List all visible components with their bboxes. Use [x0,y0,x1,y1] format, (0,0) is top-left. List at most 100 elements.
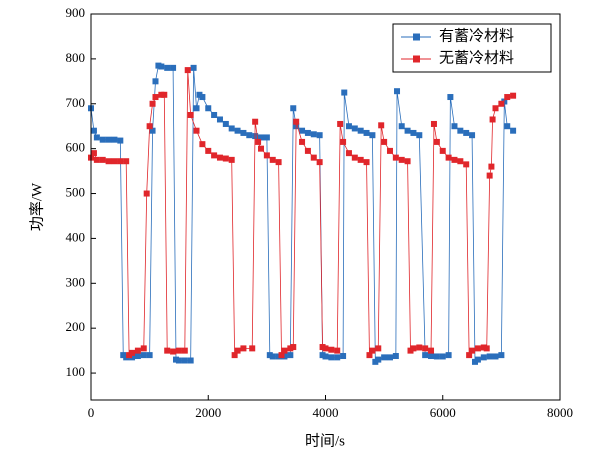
marker [175,347,182,354]
marker [149,127,156,134]
marker [222,120,229,127]
marker [199,141,206,148]
marker [249,345,256,352]
marker [293,118,300,125]
marker [152,94,159,101]
marker [140,352,147,359]
marker [474,345,481,352]
marker [111,136,118,143]
marker [386,354,393,361]
legend-marker [413,33,420,41]
marker [193,105,200,112]
marker [140,345,147,352]
marker [451,123,458,130]
marker [117,137,124,144]
marker [299,138,306,145]
marker [463,161,470,168]
marker [345,150,352,157]
marker [422,345,429,352]
marker [258,145,265,152]
marker [457,127,464,134]
x-tick-label: 4000 [313,405,339,420]
marker [290,344,297,351]
y-tick-label: 800 [66,50,86,65]
marker [337,120,344,127]
marker [445,154,452,161]
marker [398,123,405,130]
marker [430,120,437,127]
x-tick-label: 6000 [430,405,456,420]
marker [341,89,348,96]
marker [228,156,235,163]
marker [240,345,247,352]
y-tick-label: 200 [66,319,86,334]
marker [164,347,171,354]
marker [184,67,191,74]
marker [504,94,511,101]
marker [187,357,194,364]
marker [181,347,188,354]
marker [269,156,276,163]
marker [146,352,153,359]
marker [205,147,212,154]
marker [263,134,270,141]
marker [299,127,306,134]
x-tick-label: 2000 [195,405,221,420]
marker [278,352,285,359]
legend-box [392,23,552,73]
marker [463,129,470,136]
marker [258,134,265,141]
y-tick-label: 100 [66,364,86,379]
marker [351,154,358,161]
marker [398,156,405,163]
marker [275,159,282,166]
marker [363,129,370,136]
marker [252,118,259,125]
marker [328,354,335,361]
y-tick-label: 400 [66,229,86,244]
marker [404,127,411,134]
marker [152,78,159,85]
marker [428,347,435,354]
marker [445,352,452,359]
marker [205,105,212,112]
marker [394,88,401,95]
marker [378,122,385,129]
marker [170,348,177,355]
marker [422,352,429,359]
marker [488,163,495,170]
marker [134,353,141,360]
marker [451,156,458,163]
marker [466,352,473,359]
marker [392,353,399,360]
marker [134,347,141,354]
marker [99,156,106,163]
marker [386,147,393,154]
marker [161,91,168,98]
marker [105,158,112,165]
y-tick-label: 300 [66,274,86,289]
marker [93,156,100,163]
marker [334,347,341,354]
marker [366,352,373,359]
marker [316,159,323,166]
marker [474,356,481,363]
marker [340,138,347,145]
marker [381,138,388,145]
marker [90,127,97,134]
x-tick-label: 0 [88,405,95,420]
marker [334,354,341,361]
marker [489,116,496,123]
y-tick-label: 700 [66,95,86,110]
marker [164,64,171,71]
marker [263,152,270,159]
marker [281,347,288,354]
marker [510,127,517,134]
legend-marker [413,55,420,63]
marker [345,123,352,130]
marker [328,346,335,353]
marker [304,147,311,154]
x-tick-label: 8000 [547,405,573,420]
marker [392,154,399,161]
